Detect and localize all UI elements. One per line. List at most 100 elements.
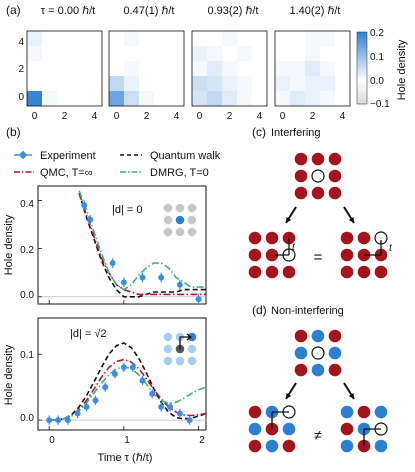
heatmap-2-cell bbox=[154, 91, 169, 106]
blue-atom bbox=[374, 439, 388, 453]
heatmap-2-cell bbox=[109, 46, 124, 61]
heatmap-4-cell bbox=[335, 61, 350, 76]
heatmap-4-cell bbox=[275, 91, 290, 106]
heatmap-1-cell bbox=[27, 91, 42, 106]
red-atom bbox=[248, 265, 262, 279]
bottom-ytick-0.0: 0.0 bbox=[20, 413, 34, 424]
heatmap-1-cell bbox=[72, 46, 87, 61]
heatmap-2-frame bbox=[108, 30, 185, 107]
experiment-point bbox=[64, 417, 71, 424]
heatmap-1-cell bbox=[42, 46, 57, 61]
heatmap-4-frame bbox=[274, 30, 351, 107]
heatmap-2-cell bbox=[124, 61, 139, 76]
red-atom bbox=[328, 169, 342, 183]
heatmap-2-cell bbox=[139, 61, 154, 76]
heatmap-1-cell bbox=[87, 31, 102, 46]
red-atom bbox=[340, 422, 354, 436]
heatmap-1-cell bbox=[57, 91, 72, 106]
red-atom bbox=[357, 265, 371, 279]
inset-site bbox=[175, 215, 185, 225]
panel-label-a: (a) bbox=[6, 3, 21, 17]
heatmap-4-cell bbox=[305, 76, 320, 91]
blue-atom bbox=[294, 346, 308, 360]
blue-atom bbox=[374, 405, 388, 419]
inset-site bbox=[175, 203, 185, 213]
red-atom bbox=[294, 363, 308, 377]
inset-site bbox=[187, 227, 197, 237]
experiment-point bbox=[158, 403, 165, 410]
heatmap-2-cell bbox=[109, 91, 124, 106]
heatmap-3-cell bbox=[237, 91, 252, 106]
bottom-plot-frame bbox=[37, 317, 207, 431]
experiment-point bbox=[139, 377, 146, 384]
series-line-qmc bbox=[78, 192, 206, 296]
heatmap-1-cell bbox=[42, 76, 57, 91]
experiment-point bbox=[176, 281, 183, 288]
heatmap-title-4: 1.40(2) ℏ/t bbox=[290, 5, 341, 17]
inset-site bbox=[163, 227, 173, 237]
heatmap-4-cell bbox=[320, 91, 335, 106]
hop-arrow-head bbox=[348, 393, 354, 399]
heatmap-2-cell bbox=[109, 61, 124, 76]
blue-atom bbox=[248, 422, 262, 436]
heatmap-3-cell bbox=[192, 61, 207, 76]
heatmap-3-cell bbox=[222, 91, 237, 106]
red-atom bbox=[294, 169, 308, 183]
heatmap-2-cell bbox=[169, 31, 184, 46]
top-ytick-0.2: 0.2 bbox=[20, 245, 34, 256]
heatmap-1-cell bbox=[42, 91, 57, 106]
bottom-annotation: |d| = √2 bbox=[70, 328, 107, 340]
non-interfering-diagram bbox=[248, 329, 388, 453]
red-atom bbox=[248, 439, 262, 453]
xlabel: Time τ (ℏ/t) bbox=[98, 452, 153, 464]
heatmap-2-xtick: 2 bbox=[144, 111, 150, 122]
inset-site bbox=[175, 227, 185, 237]
colorbar-tick-0.2: 0.2 bbox=[370, 28, 384, 39]
heatmap-2-cell bbox=[124, 46, 139, 61]
heatmap-3-cell bbox=[192, 46, 207, 61]
experiment-point bbox=[167, 403, 174, 410]
heatmap-title-2: 0.47(1) ℏ/t bbox=[124, 5, 175, 17]
heatmap-3-cell bbox=[237, 76, 252, 91]
heatmap-2-xtick: 0 bbox=[114, 111, 120, 122]
heatmap-2-cell bbox=[124, 31, 139, 46]
experiment-point bbox=[120, 279, 127, 286]
experiment-point bbox=[109, 260, 116, 267]
heatmap-1-cell bbox=[87, 46, 102, 61]
inset-path-arrow bbox=[179, 336, 190, 349]
series-line-quantum-walk bbox=[78, 192, 206, 298]
path-right bbox=[364, 240, 382, 256]
heatmap-2-cell bbox=[124, 91, 139, 106]
panel-label-d: (d) bbox=[252, 303, 267, 317]
heatmap-4-cell bbox=[305, 46, 320, 61]
heatmap-3-cell bbox=[192, 91, 207, 106]
experiment-point bbox=[74, 410, 81, 417]
heatmap-3-cell bbox=[222, 76, 237, 91]
heatmap-3-cell bbox=[237, 46, 252, 61]
heatmap-1-frame bbox=[26, 30, 103, 107]
heatmap-4-cell bbox=[335, 76, 350, 91]
bottom-ytick-0.1: 0.1 bbox=[20, 350, 34, 361]
experiment-point bbox=[195, 296, 202, 303]
heatmap-1-cell bbox=[57, 31, 72, 46]
heatmap-4-cell bbox=[275, 46, 290, 61]
heatmap-3-cell bbox=[252, 61, 267, 76]
inset-site bbox=[187, 356, 197, 366]
red-atom bbox=[357, 405, 371, 419]
heatmap-3-xtick: 4 bbox=[257, 111, 263, 122]
heatmap-1-xtick: 2 bbox=[62, 111, 68, 122]
heatmap-4-cell bbox=[320, 76, 335, 91]
heatmap-1-cell bbox=[27, 46, 42, 61]
heatmap-1-cell bbox=[57, 61, 72, 76]
heatmap-3-frame bbox=[191, 30, 268, 107]
heatmap-2-cell bbox=[154, 76, 169, 91]
heatmap-4-cell bbox=[290, 31, 305, 46]
colorbar bbox=[356, 31, 368, 105]
top-plot-frame bbox=[37, 185, 207, 305]
top-plot bbox=[38, 190, 206, 304]
heatmap-1-cell bbox=[87, 91, 102, 106]
bottom-plot bbox=[38, 342, 206, 430]
xtick-1: 1 bbox=[124, 435, 130, 446]
red-atom bbox=[248, 231, 262, 245]
heatmap-4-xtick: 4 bbox=[340, 111, 346, 122]
